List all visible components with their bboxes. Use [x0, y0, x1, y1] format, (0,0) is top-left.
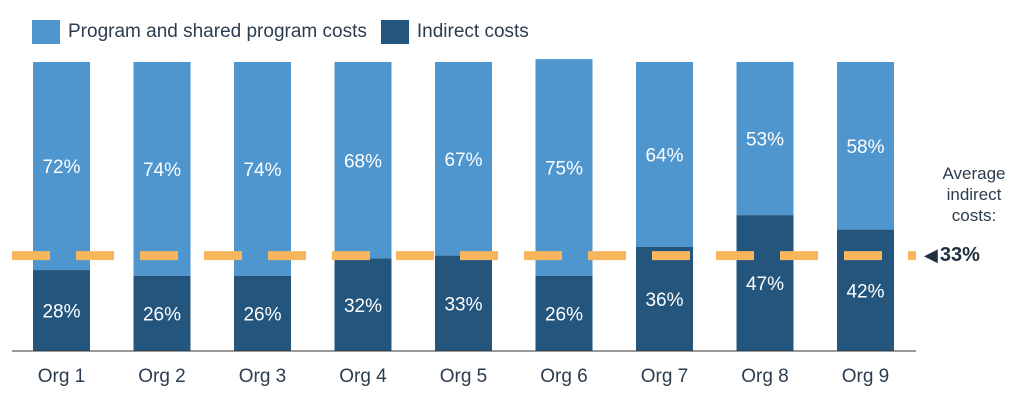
- bar-indirect-4: [334, 258, 392, 351]
- bar-indirect-1: [33, 270, 90, 351]
- bar-indirect-3: [234, 275, 291, 351]
- legend: Program and shared program costs Indirec…: [32, 20, 543, 44]
- x-tick-label-3: Org 3: [239, 366, 287, 387]
- data-label-program-6: 75%: [545, 158, 583, 179]
- left-arrow-icon: ◀: [924, 245, 938, 265]
- data-label-program-1: 72%: [42, 157, 80, 178]
- data-label-indirect-3: 26%: [243, 304, 281, 325]
- average-label-line2: indirect: [946, 185, 1002, 204]
- bar-indirect-8: [736, 215, 794, 351]
- legend-label-program: Program and shared program costs: [68, 21, 367, 42]
- x-tick-label-9: Org 9: [842, 366, 890, 387]
- legend-swatch-program: [32, 20, 60, 44]
- average-value-text: 33%: [939, 244, 980, 266]
- data-label-indirect-4: 32%: [344, 296, 382, 317]
- bar-program-3: [234, 62, 291, 276]
- bar-program-2: [133, 62, 191, 276]
- x-tick-label-7: Org 7: [641, 366, 689, 387]
- data-label-indirect-2: 26%: [143, 304, 181, 325]
- data-label-program-7: 64%: [645, 145, 683, 166]
- bar-program-4: [334, 62, 392, 259]
- data-label-indirect-5: 33%: [444, 294, 482, 315]
- data-label-program-5: 67%: [444, 150, 482, 171]
- bar-indirect-5: [435, 255, 492, 351]
- data-label-indirect-8: 47%: [746, 274, 784, 295]
- data-label-program-3: 74%: [243, 160, 281, 181]
- x-tick-label-8: Org 8: [741, 366, 789, 387]
- average-value: ◀ 33%: [924, 244, 980, 267]
- data-label-indirect-7: 36%: [645, 290, 683, 311]
- x-tick-label-2: Org 2: [138, 366, 186, 387]
- average-label: Average indirect costs:: [924, 163, 1024, 226]
- average-label-line3: costs:: [951, 206, 997, 225]
- bar-indirect-6: [535, 275, 593, 351]
- data-label-program-8: 53%: [746, 130, 784, 151]
- bar-program-6: [535, 59, 593, 276]
- average-label-line1: Average: [942, 164, 1006, 183]
- data-label-program-4: 68%: [344, 151, 382, 172]
- x-tick-label-5: Org 5: [440, 366, 488, 387]
- legend-item-program: Program and shared program costs: [32, 20, 367, 44]
- bar-program-8: [736, 62, 794, 216]
- data-label-indirect-6: 26%: [545, 304, 583, 325]
- x-tick-label-6: Org 6: [540, 366, 588, 387]
- data-label-indirect-1: 28%: [42, 302, 80, 323]
- x-tick-label-1: Org 1: [38, 366, 86, 387]
- bar-program-5: [435, 62, 492, 256]
- bar-indirect-2: [133, 275, 191, 351]
- data-label-indirect-9: 42%: [846, 281, 884, 302]
- legend-label-indirect: Indirect costs: [416, 21, 529, 42]
- bar-program-7: [636, 62, 693, 247]
- bar-indirect-9: [837, 229, 894, 351]
- data-label-program-2: 74%: [143, 160, 181, 181]
- legend-item-indirect: Indirect costs: [380, 20, 529, 44]
- x-tick-label-4: Org 4: [339, 366, 387, 387]
- legend-swatch-indirect: [380, 20, 409, 44]
- bar-program-1: [33, 62, 90, 271]
- data-label-program-9: 58%: [846, 137, 884, 158]
- bar-program-9: [837, 62, 894, 230]
- bar-indirect-7: [636, 246, 693, 351]
